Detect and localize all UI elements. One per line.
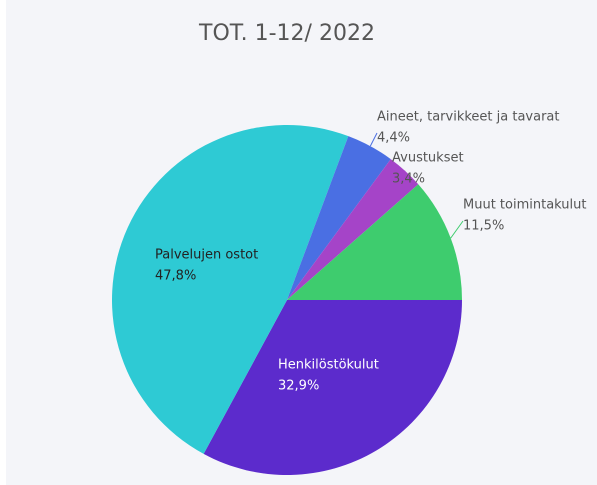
chart-title: TOT. 1-12/ 2022 xyxy=(198,21,375,46)
slice-value-label: 47,8% xyxy=(155,269,196,284)
slice-value-label: 4,4% xyxy=(377,131,410,146)
slice-value-label: 11,5% xyxy=(463,219,504,234)
pie-slice xyxy=(112,125,349,454)
slice-label: Muut toimintakulut xyxy=(463,198,586,213)
pie-slice xyxy=(287,184,462,300)
slice-label: Avustukset xyxy=(392,151,464,166)
slice-label: Palvelujen ostot xyxy=(155,248,258,263)
slice-value-label: 32,9% xyxy=(278,379,319,394)
pie-slice xyxy=(287,159,419,300)
slice-value-label: 3,4% xyxy=(392,172,425,187)
leader-line xyxy=(369,132,378,147)
pie-slice xyxy=(287,136,391,300)
leader-line xyxy=(450,220,464,239)
leader-line xyxy=(391,170,406,175)
slice-label: Henkilöstökulut xyxy=(278,358,379,373)
pie-slice xyxy=(203,300,462,475)
slice-label: Aineet, tarvikkeet ja tavarat xyxy=(377,110,559,125)
